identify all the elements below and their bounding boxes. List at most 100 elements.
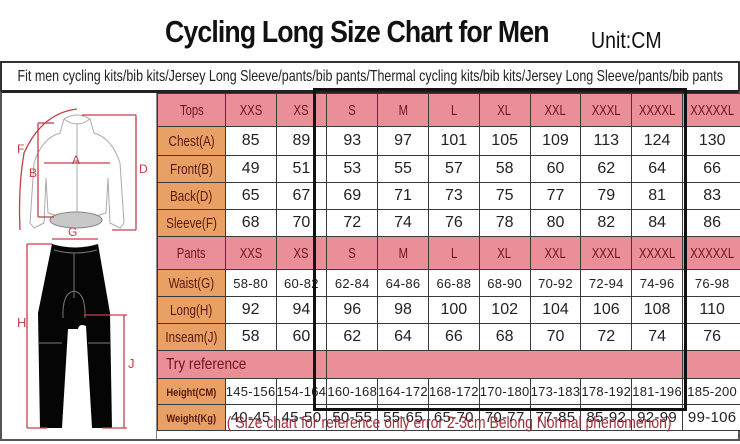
cell: 69 [327,183,378,210]
cell: 110 [683,297,740,324]
size-xl: XL [479,237,530,270]
cell: 66 [428,324,479,351]
table-row: Chest(A) 85 89 93 97 101 105 109 113 124… [158,127,740,156]
table-row: Waist(G) 58-80 60-82 62-84 64-86 66-88 6… [158,270,740,297]
row-label: Waist(G) [158,270,226,297]
size-xxxxxl: XXXXXL [683,237,740,270]
cell: 67 [276,183,327,210]
fit-note-text: Fit men cycling kits/bib kits/Jersey Lon… [17,68,722,86]
cell: 89 [276,127,327,156]
cell: 70 [530,324,581,351]
cell: 154-164 [276,379,327,405]
label-j: J [128,356,135,371]
cell: 81 [632,183,683,210]
cell: 160-168 [327,379,378,405]
cell: 124 [632,127,683,156]
row-label: Back(D) [158,183,226,210]
cell: 65 [225,183,276,210]
cell: 60 [276,324,327,351]
pants-icon [38,244,112,428]
pants-header: Pants [158,237,226,270]
label-f: F [17,142,24,156]
size-xs: XS [276,237,327,270]
size-xxxxxl: XXXXXL [683,94,740,127]
size-l: L [428,237,479,270]
size-m: M [378,94,429,127]
cell: 173-183 [530,379,581,405]
cell: 185-200 [683,379,740,405]
garment-diagram: A B D F G H J [2,93,157,439]
unit-label: Unit:CM [591,27,662,54]
cell: 178-192 [581,379,632,405]
cell: 76-98 [683,270,740,297]
cell: 64 [378,324,429,351]
cell: 94 [276,297,327,324]
size-xxl: XXL [530,237,581,270]
cell: 82 [581,210,632,237]
cell: 71 [378,183,429,210]
table-row: Sleeve(F) 68 70 72 74 76 78 80 82 84 86 [158,210,740,237]
size-s: S [327,94,378,127]
tops-header-row: Tops XXS XS S M L XL XXL XXXL XXXXL XXXX… [158,94,740,127]
fit-note-bar: Fit men cycling kits/bib kits/Jersey Lon… [0,61,740,90]
cell: 57 [428,156,479,183]
cell: 164-172 [378,379,429,405]
jersey-and-pants-illustration: A B D F G H J [2,93,157,439]
cell: 72 [581,324,632,351]
row-label: Sleeve(F) [158,210,226,237]
cell: 68 [225,210,276,237]
tops-header: Tops [158,94,226,127]
cell: 62 [581,156,632,183]
cell: 73 [428,183,479,210]
cell: 66-88 [428,270,479,297]
size-xl: XL [479,94,530,127]
row-label: Chest(A) [158,127,226,156]
cell: 108 [632,297,683,324]
cell: 58 [225,324,276,351]
cell: 109 [530,127,581,156]
cell: 79 [581,183,632,210]
label-g: G [68,225,77,239]
cell: 86 [683,210,740,237]
label-b: B [29,166,37,180]
cell: 98 [378,297,429,324]
cell: 72 [327,210,378,237]
cell: 168-172 [428,379,479,405]
cell: 101 [428,127,479,156]
reference-header-row: Try reference [158,351,740,379]
cell: 76 [428,210,479,237]
size-xs: XS [276,94,327,127]
cell: 106 [581,297,632,324]
cell: 85 [225,127,276,156]
cell: 58 [479,156,530,183]
table-row: Front(B) 49 51 53 55 57 58 60 62 64 66 [158,156,740,183]
size-m: M [378,237,429,270]
label-d: D [139,162,148,176]
cell: 74-96 [632,270,683,297]
cell: 78 [479,210,530,237]
table-row: Long(H) 92 94 96 98 100 102 104 106 108 … [158,297,740,324]
row-label: Front(B) [158,156,226,183]
cell: 145-156 [225,379,276,405]
size-xxxl: XXXL [581,94,632,127]
cell: 66 [683,156,740,183]
size-xxs: XXS [225,94,276,127]
cell: 62-84 [327,270,378,297]
size-table: Tops XXS XS S M L XL XXL XXXL XXXXL XXXX… [157,93,740,431]
cell: 77 [530,183,581,210]
cell: 53 [327,156,378,183]
cell: 75 [479,183,530,210]
cell: 104 [530,297,581,324]
size-l: L [428,94,479,127]
size-xxl: XXL [530,94,581,127]
page-title: Cycling Long Size Chart for Men [165,14,549,50]
cell: 51 [276,156,327,183]
cell: 130 [683,127,740,156]
cell: 62 [327,324,378,351]
row-label: Long(H) [158,297,226,324]
footnote: ( Size chart for reference only error 2-… [160,413,738,433]
cell: 74 [632,324,683,351]
cell: 68-90 [479,270,530,297]
cell: 96 [327,297,378,324]
cell: 105 [479,127,530,156]
